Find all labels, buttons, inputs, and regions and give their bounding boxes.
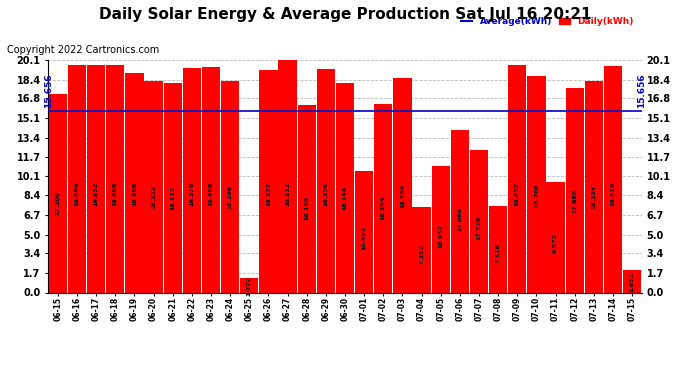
Text: Copyright 2022 Cartronics.com: Copyright 2022 Cartronics.com: [7, 45, 159, 55]
Text: 18.700: 18.700: [534, 183, 539, 207]
Text: 19.336: 19.336: [324, 182, 328, 206]
Text: 7.352: 7.352: [419, 244, 424, 264]
Legend: Average(kWh), Daily(kWh): Average(kWh), Daily(kWh): [458, 13, 637, 30]
Bar: [144, 81, 163, 292]
Bar: [183, 68, 201, 292]
Text: 1.272: 1.272: [247, 276, 252, 296]
Text: 18.312: 18.312: [151, 185, 156, 209]
Text: 15.656: 15.656: [637, 73, 647, 108]
Text: 17.200: 17.200: [55, 191, 60, 215]
Text: 16.180: 16.180: [304, 196, 309, 220]
Bar: [432, 166, 450, 292]
Text: 18.144: 18.144: [342, 186, 348, 210]
Text: 10.492: 10.492: [362, 226, 366, 250]
Bar: [68, 65, 86, 292]
Text: 15.656: 15.656: [43, 73, 53, 108]
Text: 19.272: 19.272: [266, 182, 271, 206]
Bar: [413, 207, 431, 292]
Text: 19.652: 19.652: [515, 182, 520, 206]
Bar: [279, 60, 297, 292]
Bar: [470, 150, 488, 292]
Text: 10.952: 10.952: [438, 224, 443, 248]
Text: 7.516: 7.516: [495, 243, 501, 263]
Bar: [317, 69, 335, 292]
Text: 1.952: 1.952: [630, 272, 635, 292]
Bar: [393, 78, 411, 292]
Bar: [240, 278, 258, 292]
Bar: [297, 105, 316, 292]
Text: 19.488: 19.488: [208, 182, 213, 206]
Bar: [584, 81, 603, 292]
Text: 19.616: 19.616: [611, 182, 615, 206]
Text: 16.284: 16.284: [381, 196, 386, 220]
Text: 9.572: 9.572: [553, 233, 558, 253]
Bar: [164, 83, 182, 292]
Bar: [546, 182, 564, 292]
Text: 18.112: 18.112: [170, 186, 175, 210]
Text: 18.324: 18.324: [591, 185, 596, 209]
Bar: [202, 67, 220, 292]
Text: 19.668: 19.668: [112, 182, 118, 206]
Text: 20.112: 20.112: [285, 182, 290, 206]
Bar: [374, 104, 393, 292]
Bar: [566, 88, 584, 292]
Text: 19.664: 19.664: [75, 182, 79, 206]
Text: 19.652: 19.652: [94, 182, 99, 206]
Text: 12.328: 12.328: [477, 216, 482, 240]
Bar: [87, 65, 106, 292]
Bar: [259, 70, 277, 292]
Text: 17.680: 17.680: [572, 188, 578, 213]
Bar: [221, 81, 239, 292]
Bar: [623, 270, 641, 292]
Text: Daily Solar Energy & Average Production Sat Jul 16 20:21: Daily Solar Energy & Average Production …: [99, 8, 591, 22]
Bar: [604, 66, 622, 292]
Text: 14.080: 14.080: [457, 207, 462, 231]
Text: 19.376: 19.376: [189, 182, 195, 206]
Bar: [49, 93, 67, 292]
Bar: [126, 73, 144, 292]
Bar: [509, 65, 526, 292]
Bar: [355, 171, 373, 292]
Bar: [489, 206, 507, 292]
Bar: [336, 82, 354, 292]
Text: 18.296: 18.296: [228, 185, 233, 209]
Text: 18.584: 18.584: [400, 184, 405, 208]
Bar: [106, 65, 124, 292]
Bar: [451, 130, 469, 292]
Bar: [527, 76, 546, 292]
Text: 18.968: 18.968: [132, 182, 137, 206]
